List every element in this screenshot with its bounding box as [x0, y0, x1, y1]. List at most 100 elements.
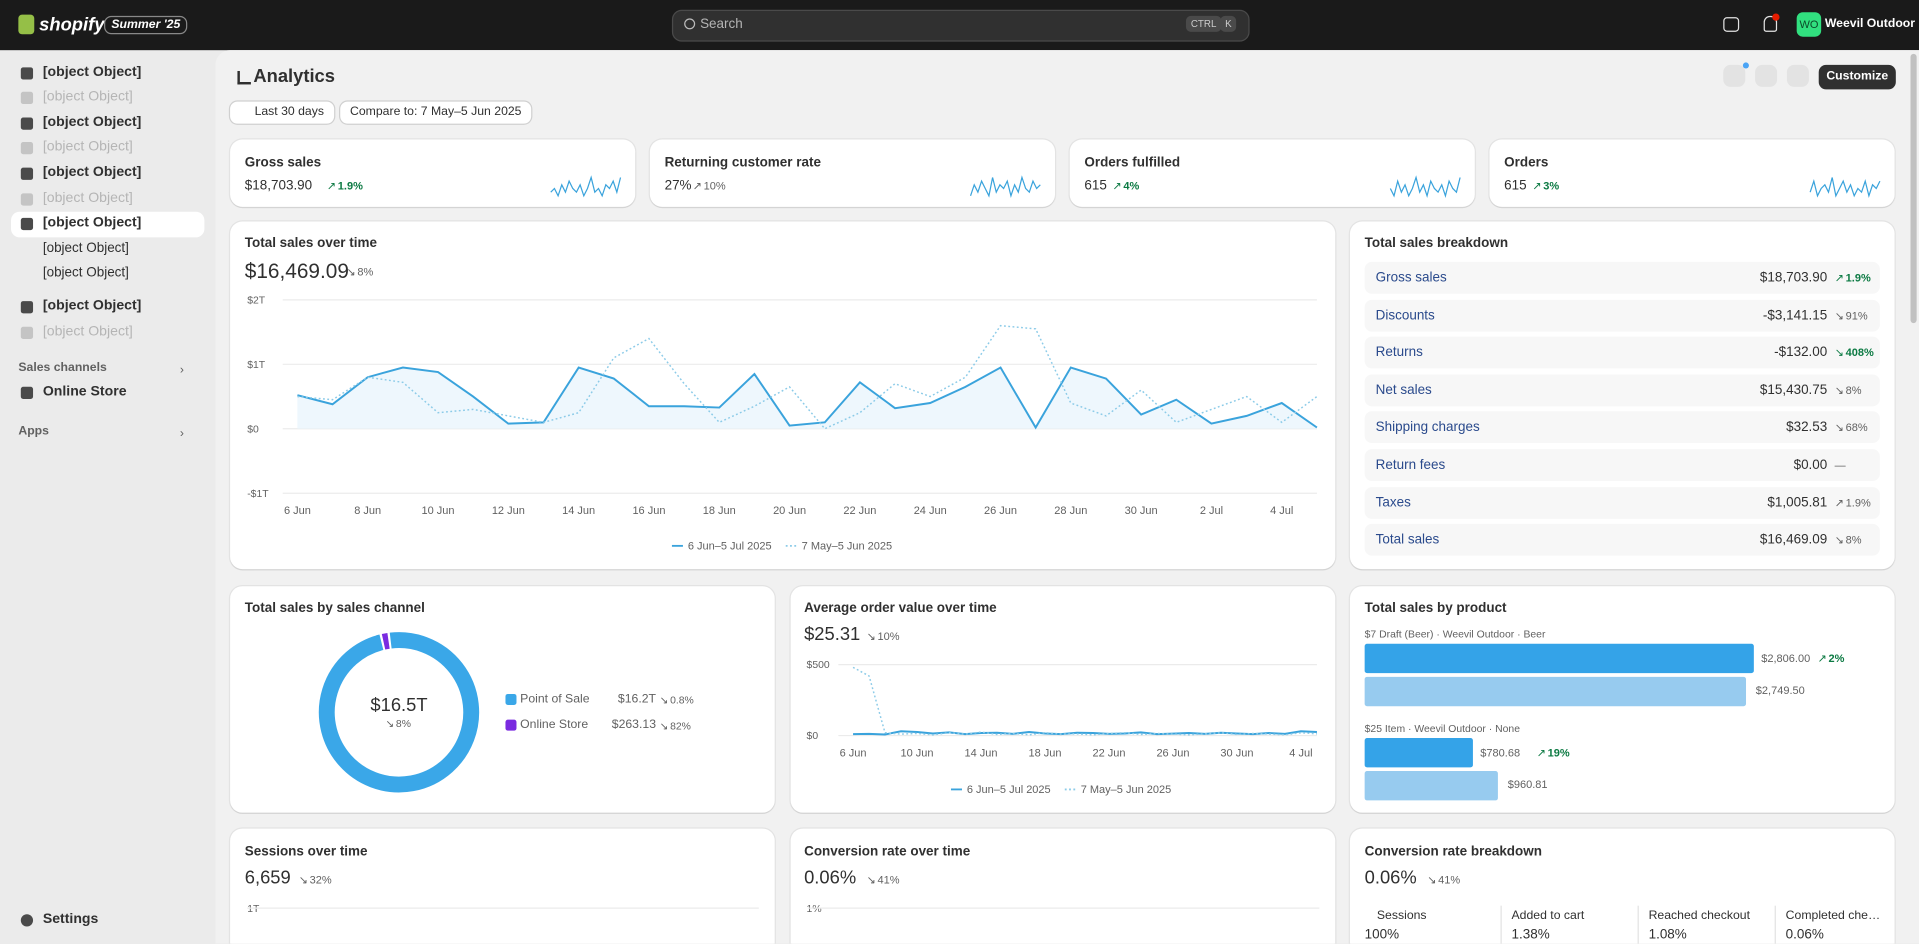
card-title: Total sales by product [1364, 600, 1507, 616]
page-title: Analytics [253, 66, 335, 87]
nav-item[interactable]: [object Object] [42, 165, 142, 180]
sparkline [1389, 175, 1461, 199]
x-tick-label: 2 Jul [1200, 505, 1223, 517]
breakdown-label[interactable]: Net sales [1375, 382, 1432, 398]
nav-icon [20, 167, 34, 180]
sales-channels[interactable]: Sales channels [18, 361, 107, 375]
customize-button[interactable]: Customize [1818, 64, 1896, 90]
x-tick-label: 6 Jun [284, 505, 311, 517]
change-arrow: ↘ [866, 630, 876, 643]
change-value: 2% [1828, 652, 1845, 665]
change-arrow: ↗ [1834, 496, 1844, 509]
search-box[interactable] [671, 9, 1250, 42]
change-value: 0.8% [670, 693, 694, 707]
value-label: $16.2T [617, 692, 657, 707]
breakdown-label[interactable]: Return fees [1375, 457, 1446, 473]
change-value: 8% [1845, 533, 1862, 547]
product-label: $25 Item · Weevil Outdoor · None [1364, 722, 1521, 735]
y-tick-label: 1% [807, 904, 822, 915]
step-value: 100% [1364, 927, 1400, 943]
card-title: Total sales breakdown [1364, 236, 1509, 251]
breakdown-label[interactable]: Taxes [1375, 495, 1411, 510]
kpi-value: 615 [1504, 178, 1527, 194]
x-tick-label: 14 Jun [562, 505, 595, 517]
nav-item[interactable]: [object Object] [42, 265, 129, 281]
icon-button[interactable] [1723, 64, 1746, 87]
search-placeholder: Search [700, 17, 743, 32]
nav-item[interactable]: [object Object] [42, 64, 142, 80]
brand: shopify [39, 14, 105, 36]
nav-item[interactable]: [object Object] [42, 324, 133, 340]
breakdown-row [1364, 336, 1880, 369]
nav-item[interactable]: [object Object] [42, 298, 142, 314]
big-value: 0.06% [804, 867, 857, 889]
legend-label: 7 May–5 Jun 2025 [1081, 784, 1172, 796]
breakdown-label[interactable]: Discounts [1375, 307, 1435, 323]
nav-icon [20, 386, 34, 399]
nav-item[interactable]: [object Object] [42, 241, 129, 256]
breakdown-label[interactable]: Shipping charges [1375, 420, 1480, 435]
breakdown-row [1364, 449, 1880, 481]
series-line [297, 366, 1318, 430]
chevron: › [179, 427, 185, 441]
series-line [297, 324, 1318, 430]
breakdown-value: $18,703.90 [1759, 270, 1828, 286]
bar [1364, 738, 1473, 768]
bell-icon[interactable] [1763, 15, 1778, 32]
nav-icon [20, 193, 34, 206]
change-arrow: ↘ [385, 717, 395, 730]
step-label: Added to cart [1511, 909, 1585, 923]
store-avatar: WO [1796, 12, 1822, 37]
change-arrow: ↘ [1834, 533, 1844, 547]
chevron: › [179, 363, 185, 377]
change-arrow: ↘ [1834, 309, 1844, 322]
column-divider [1637, 905, 1639, 944]
nav-item[interactable]: [object Object] [42, 139, 133, 155]
big-value: 0.06% [1364, 867, 1417, 889]
change-arrow: ↗ [1532, 179, 1542, 193]
breakdown-label[interactable]: Gross sales [1375, 270, 1447, 286]
change-arrow: ↗ [1834, 271, 1844, 284]
nav-item[interactable]: Online Store [42, 384, 127, 399]
nav-icon [20, 141, 34, 155]
change-arrow: ↗ [1817, 652, 1827, 665]
icon-button[interactable] [1786, 64, 1809, 87]
value-label: $263.13 [611, 718, 657, 732]
change-value: 91% [1845, 309, 1868, 322]
card-title: Sessions over time [244, 844, 368, 860]
nav-item[interactable]: [object Object] [42, 215, 142, 231]
breakdown-value: $0.00 [1793, 457, 1828, 473]
breakdown-label[interactable]: Total sales [1375, 532, 1440, 548]
kpi-label: Orders [1504, 155, 1549, 171]
kpi-label: Gross sales [244, 155, 322, 171]
breakdown-label[interactable]: Returns [1375, 345, 1423, 361]
compare-button[interactable]: Compare to: 7 May–5 Jun 2025 [340, 101, 532, 124]
y-tick-label: 1T [247, 904, 260, 915]
legend-label: Point of Sale [520, 692, 590, 707]
nav-icon [20, 91, 34, 105]
apps[interactable]: Apps [18, 424, 49, 439]
kpi-value: $18,703.90 [244, 178, 313, 194]
nav-item[interactable]: [object Object] [42, 190, 133, 206]
change-arrow: ↗ [692, 179, 702, 193]
card [1489, 139, 1895, 207]
nav-icon [20, 117, 34, 130]
icon-button[interactable] [1755, 64, 1778, 87]
step-value: 0.06% [1785, 927, 1824, 943]
change-value: 1.9% [337, 179, 363, 193]
x-tick-label: 30 Jun [1220, 747, 1253, 759]
date-button[interactable]: Last 30 days [230, 101, 334, 124]
x-tick-label: 28 Jun [1054, 505, 1087, 517]
inbox-icon[interactable] [1723, 17, 1740, 32]
nav-item[interactable]: [object Object] [42, 115, 142, 130]
kpi-label: Orders fulfilled [1084, 155, 1181, 171]
area [297, 367, 1317, 429]
breakdown-row [1364, 261, 1880, 294]
nav-item[interactable]: [object Object] [42, 89, 133, 105]
x-tick-label: 22 Jun [843, 505, 876, 517]
nav-item[interactable]: Settings [42, 911, 99, 927]
card [230, 828, 775, 944]
change-arrow: ↗ [326, 179, 337, 193]
card-title: Conversion rate over time [804, 844, 971, 860]
store-name[interactable]: Weevil Outdoor [1824, 17, 1916, 31]
